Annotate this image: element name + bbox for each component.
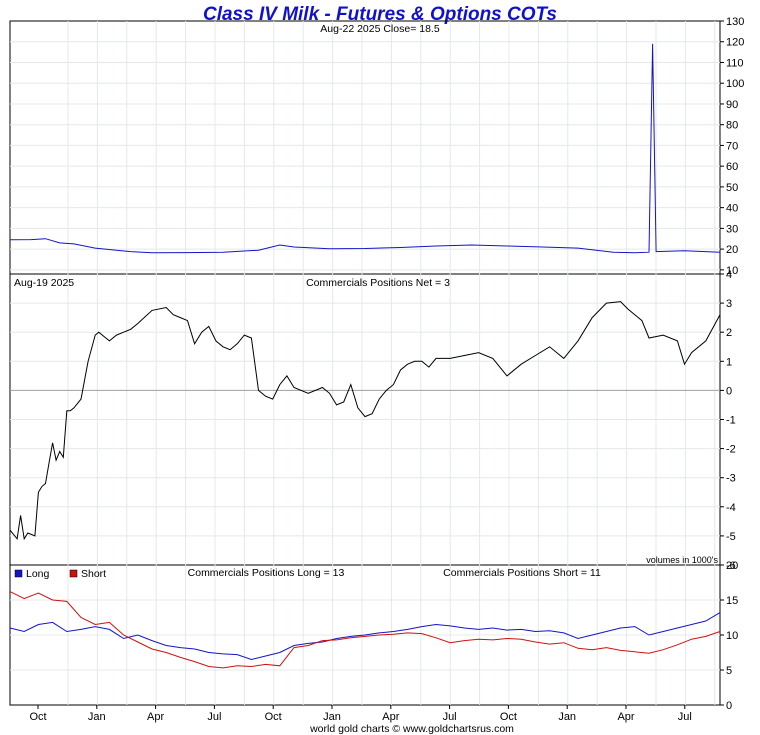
y-tick-label: 70 [726, 140, 738, 152]
y-tick-label: 130 [726, 16, 744, 28]
chart-title: Class IV Milk - Futures & Options COTs [203, 4, 557, 25]
volumes-note: volumes in 1000's [646, 555, 718, 565]
y-tick-label: 80 [726, 120, 738, 132]
y-tick-label: -1 [726, 415, 736, 427]
price-panel-frame [9, 20, 721, 275]
y-tick-label: 10 [726, 630, 738, 642]
legend-long-label: Long [26, 568, 50, 580]
net-label: Commercials Positions Net = 3 [306, 277, 450, 289]
y-tick-label: -6 [726, 560, 736, 572]
y-tick-label: 1 [726, 356, 732, 368]
series-line-net [9, 301, 721, 541]
legend-long-swatch [14, 569, 23, 578]
y-tick-label: 4 [726, 269, 732, 281]
x-tick-label: Apr [617, 711, 634, 723]
series-layer [9, 43, 721, 669]
x-tick-label: Oct [265, 711, 282, 723]
net-date-label: Aug-19 2025 [14, 277, 74, 289]
legend-short-label: Short [81, 568, 106, 580]
y-tick-label: 60 [726, 161, 738, 173]
y-tick-label: 10 [726, 265, 738, 277]
y-tick-label: 50 [726, 182, 738, 194]
y-tick-label: -5 [726, 531, 736, 543]
y-tick-label: 0 [726, 700, 732, 712]
short-label: Commercials Positions Short = 11 [443, 567, 601, 579]
x-tick-label: Oct [29, 711, 46, 723]
x-tick-label: Jan [323, 711, 341, 723]
y-tick-label: 40 [726, 203, 738, 215]
y-tick-label: 20 [726, 560, 738, 572]
y-tick-label: 110 [726, 57, 744, 69]
y-tick-label: 20 [726, 244, 738, 256]
x-tick-label: Apr [382, 711, 399, 723]
legend-short-swatch [69, 569, 78, 578]
y-tick-label: 120 [726, 37, 744, 49]
x-tick-label: Jan [558, 711, 576, 723]
x-tick-label: Jul [207, 711, 221, 723]
y-tick-label: 30 [726, 223, 738, 235]
y-tick-label: 3 [726, 298, 732, 310]
y-tick-label: 90 [726, 99, 738, 111]
tick-layer: Oct Jan Apr Jul Oct Jan Apr Jul Oct Jan Apr Jul1020… [29, 16, 744, 723]
series-line-price [9, 43, 721, 254]
x-tick-label: Jul [678, 711, 692, 723]
chart-footer: world gold charts © www.goldchartsrus.co… [309, 723, 514, 735]
y-tick-label: 0 [726, 385, 732, 397]
x-tick-label: Jan [88, 711, 106, 723]
price-subtitle: Aug-22 2025 Close= 18.5 [320, 23, 440, 35]
y-tick-label: 15 [726, 595, 738, 607]
long-label: Commercials Positions Long = 13 [188, 567, 345, 579]
gridlines [10, 21, 720, 705]
y-tick-label: 100 [726, 78, 744, 90]
x-tick-label: Apr [147, 711, 164, 723]
x-tick-label: Oct [500, 711, 517, 723]
y-tick-label: -2 [726, 444, 736, 456]
y-tick-label: 2 [726, 327, 732, 339]
x-tick-label: Jul [443, 711, 457, 723]
series-line-short [9, 591, 721, 669]
y-tick-label: 5 [726, 665, 732, 677]
y-tick-label: -4 [726, 502, 736, 514]
y-tick-label: -3 [726, 473, 736, 485]
